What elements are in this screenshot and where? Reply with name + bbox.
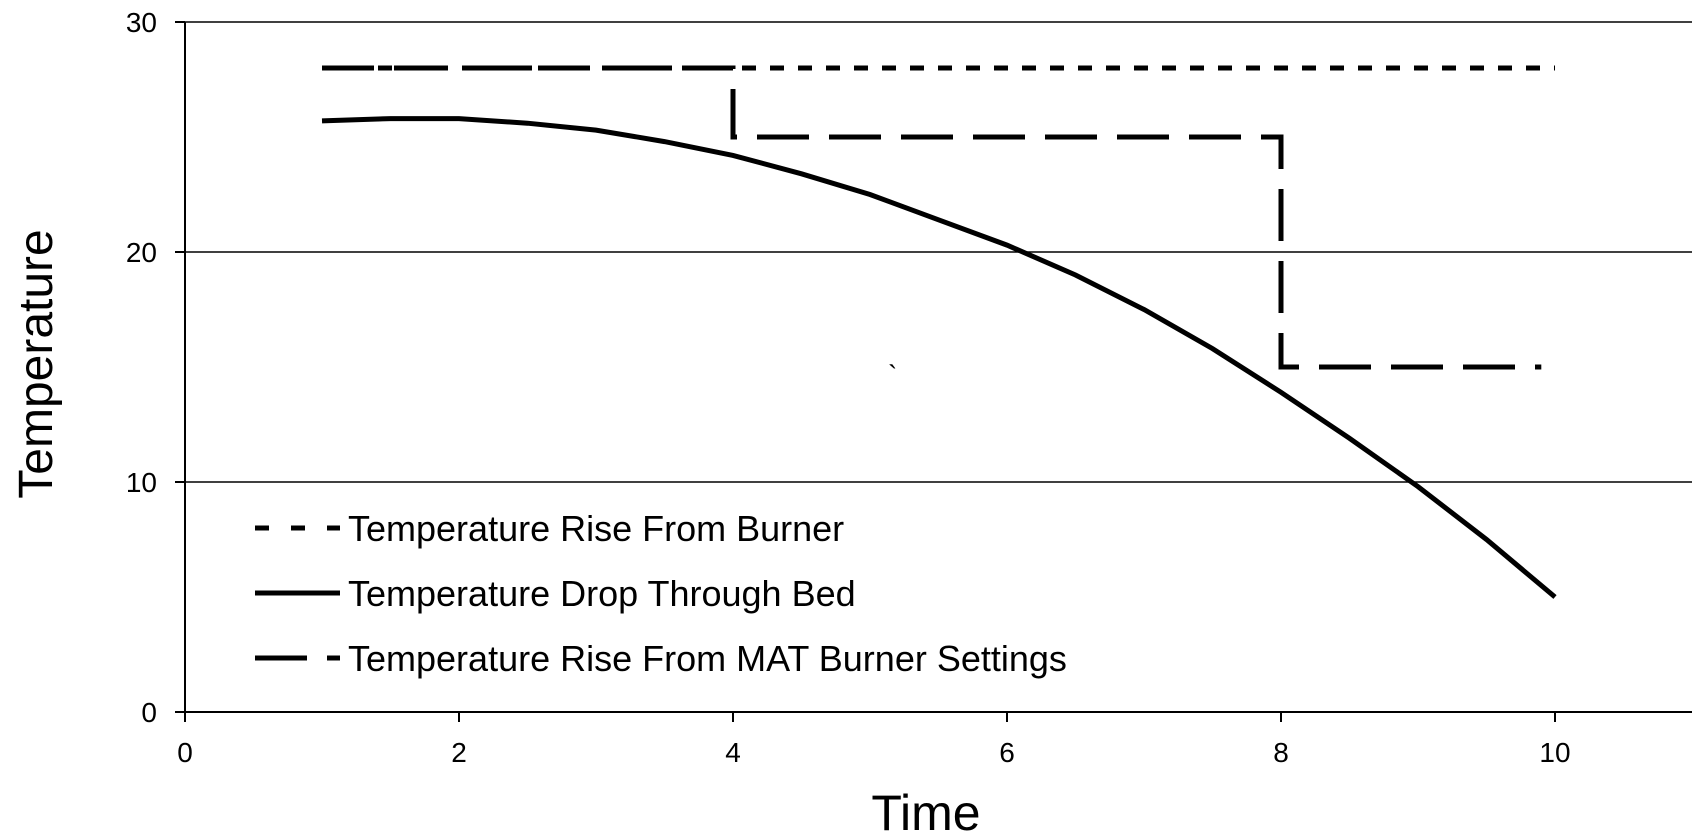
x-axis-title: Time xyxy=(871,785,980,836)
gridlines xyxy=(185,21,1692,483)
series-line-3 xyxy=(322,65,1542,370)
y-tick-label-20: 20 xyxy=(126,237,157,268)
x-tick-label-10: 10 xyxy=(1539,737,1570,768)
y-axis-title: Temperature xyxy=(10,229,63,498)
y-tick-label-10: 10 xyxy=(126,467,157,498)
x-tick-label-8: 8 xyxy=(1273,737,1289,768)
annotation-mark: ` xyxy=(888,360,897,391)
series-line-2 xyxy=(321,116,1557,599)
x-tick-label-6: 6 xyxy=(999,737,1015,768)
legend-label-3: Temperature Rise From MAT Burner Setting… xyxy=(348,638,1067,679)
legend-label-2: Temperature Drop Through Bed xyxy=(348,573,856,614)
legend: Temperature Rise From Burner Temperature … xyxy=(255,508,1067,679)
y-tick-label-30: 30 xyxy=(126,7,157,38)
tick-labels: 0 10 20 30 0 2 4 6 8 10 xyxy=(126,7,1571,768)
legend-label-1: Temperature Rise From Burner xyxy=(348,508,844,549)
series-lines xyxy=(321,65,1557,599)
y-tick-label-0: 0 xyxy=(141,697,157,728)
x-tick-label-0: 0 xyxy=(177,737,193,768)
x-tick-label-4: 4 xyxy=(725,737,741,768)
axes xyxy=(175,21,1692,722)
x-tick-label-2: 2 xyxy=(451,737,467,768)
annotations: ` xyxy=(888,360,897,391)
